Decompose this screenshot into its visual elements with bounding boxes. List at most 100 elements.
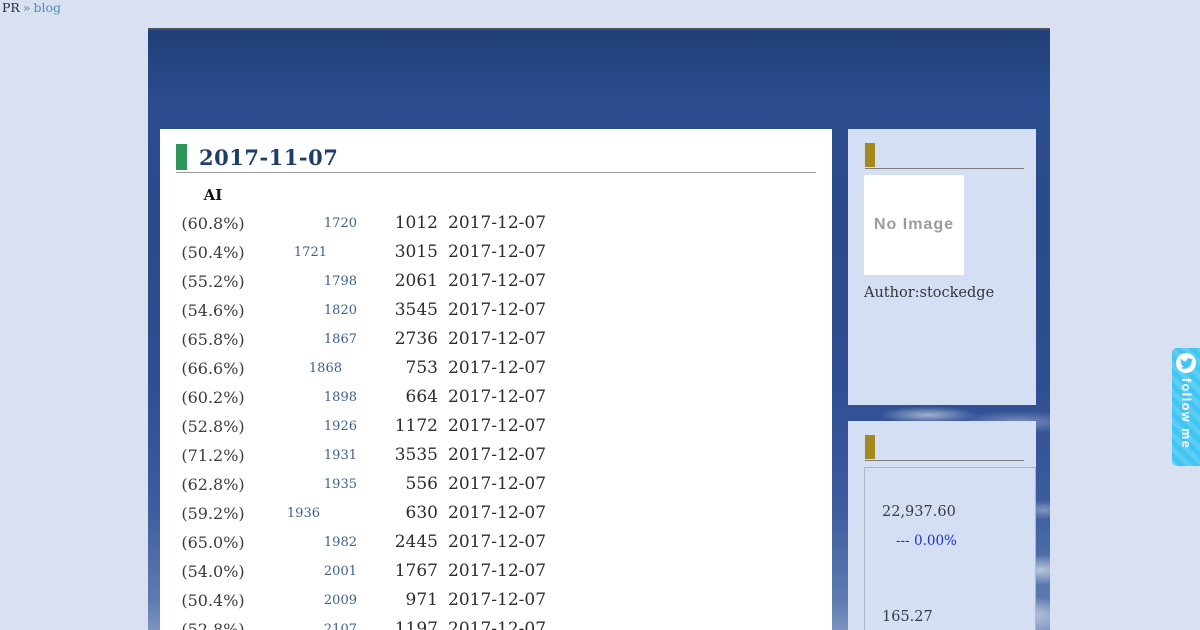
- column-header-value: [357, 181, 438, 209]
- stock-code-link[interactable]: 1720: [323, 216, 357, 231]
- column-header-date: [438, 181, 658, 209]
- code-cell: 1798: [250, 267, 357, 296]
- stock-code-link[interactable]: 1936: [286, 506, 320, 521]
- stock-code-link[interactable]: 1820: [323, 303, 357, 318]
- stocks-tbody: (60.8%) 1720 1012 2017-12-07 (50.4%) 1721 3015…: [176, 209, 658, 630]
- stock-code-link[interactable]: 1982: [323, 535, 357, 550]
- table-header-row: AI: [176, 181, 658, 209]
- table-row: (59.2%) 1936 630 2017-12-07: [176, 499, 658, 528]
- secondary-value: 165.27: [882, 609, 933, 625]
- column-header-ai: AI: [203, 186, 223, 204]
- stock-code-link[interactable]: 1721: [293, 245, 327, 260]
- breadcrumb-home: PR: [2, 0, 20, 15]
- stock-code-link[interactable]: 2009: [323, 593, 357, 608]
- date-cell: 2017-12-07: [448, 532, 547, 552]
- table-row: (60.8%) 1720 1012 2017-12-07: [176, 209, 658, 238]
- date-cell: 2017-12-07: [448, 358, 547, 378]
- value-cell: 2061: [394, 271, 438, 291]
- code-cell: 2001: [250, 557, 357, 586]
- table-row: (54.0%) 2001 1767 2017-12-07: [176, 557, 658, 586]
- code-cell: 1936: [250, 499, 357, 528]
- percent-cell: (54.6%): [181, 301, 245, 320]
- code-cell: 1868: [250, 354, 357, 383]
- value-cell: 1012: [394, 213, 438, 233]
- table-row: (54.6%) 1820 3545 2017-12-07: [176, 296, 658, 325]
- date-cell: 2017-12-07: [448, 213, 547, 233]
- date-cell: 2017-12-07: [448, 416, 547, 436]
- code-cell: 1867: [250, 325, 357, 354]
- date-cell: 2017-12-07: [448, 474, 547, 494]
- code-cell: 1721: [250, 238, 357, 267]
- market-quote-box: 22,937.60 --- 0.00% 165.27: [864, 467, 1036, 630]
- no-image-placeholder: No Image: [864, 175, 964, 275]
- index-change: --- 0.00%: [896, 533, 957, 549]
- profile-widget-header: [865, 143, 1024, 169]
- stock-code-link[interactable]: 1798: [323, 274, 357, 289]
- stock-code-link[interactable]: 1868: [308, 361, 342, 376]
- date-cell: 2017-12-07: [448, 329, 547, 349]
- percent-cell: (59.2%): [181, 504, 245, 523]
- code-cell: 1898: [250, 383, 357, 412]
- post-header: 2017-11-07: [176, 142, 816, 173]
- page-banner-wrapper: 2017-11-07 AI (60.8%) 1720 1012 2017-12-07(…: [148, 28, 1050, 630]
- no-image-label: No Image: [873, 216, 954, 233]
- percent-cell: (71.2%): [181, 446, 245, 465]
- date-cell: 2017-12-07: [448, 242, 547, 262]
- code-cell: 1982: [250, 528, 357, 557]
- date-cell: 2017-12-07: [448, 503, 547, 523]
- value-cell: 3545: [394, 300, 438, 320]
- market-widget: 22,937.60 --- 0.00% 165.27: [848, 421, 1036, 630]
- page-title: 2017-11-07: [199, 144, 339, 170]
- stock-code-link[interactable]: 1935: [323, 477, 357, 492]
- date-cell: 2017-12-07: [448, 387, 547, 407]
- column-header-code: [250, 181, 357, 209]
- table-row: (66.6%) 1868 753 2017-12-07: [176, 354, 658, 383]
- stock-code-link[interactable]: 1898: [323, 390, 357, 405]
- table-row: (65.8%) 1867 2736 2017-12-07: [176, 325, 658, 354]
- title-accent-bar: [176, 144, 187, 170]
- percent-cell: (52.8%): [181, 417, 245, 436]
- code-cell: 1820: [250, 296, 357, 325]
- follow-me-ribbon[interactable]: follow me: [1172, 348, 1200, 466]
- stock-code-link[interactable]: 2107: [323, 622, 357, 630]
- stock-code-link[interactable]: 2001: [323, 564, 357, 579]
- stocks-table: AI (60.8%) 1720 1012 2017-12-07 (50.4%) 1721 3…: [176, 181, 658, 630]
- percent-cell: (62.8%): [181, 475, 245, 494]
- code-cell: 2009: [250, 586, 357, 615]
- percent-cell: (60.2%): [181, 388, 245, 407]
- index-value: 22,937.60: [882, 504, 956, 520]
- percent-cell: (55.2%): [181, 272, 245, 291]
- percent-cell: (65.0%): [181, 533, 245, 552]
- stock-code-link[interactable]: 1931: [323, 448, 357, 463]
- percent-cell: (54.0%): [181, 562, 245, 581]
- value-cell: 1197: [394, 619, 438, 630]
- table-row: (50.4%) 2009 971 2017-12-07: [176, 586, 658, 615]
- value-cell: 556: [405, 474, 438, 494]
- table-row: (71.2%) 1931 3535 2017-12-07: [176, 441, 658, 470]
- author-label: Author:stockedge: [864, 285, 995, 301]
- widget-accent-bar: [865, 143, 875, 167]
- market-widget-header: [865, 435, 1024, 461]
- table-row: (50.4%) 1721 3015 2017-12-07: [176, 238, 658, 267]
- value-cell: 1767: [394, 561, 438, 581]
- code-cell: 1720: [250, 209, 357, 238]
- follow-me-label: follow me: [1179, 378, 1193, 450]
- table-row: (65.0%) 1982 2445 2017-12-07: [176, 528, 658, 557]
- code-cell: 1926: [250, 412, 357, 441]
- value-cell: 1172: [394, 416, 438, 436]
- date-cell: 2017-12-07: [448, 271, 547, 291]
- percent-cell: (50.4%): [181, 243, 245, 262]
- date-cell: 2017-12-07: [448, 590, 547, 610]
- breadcrumb-blog-link[interactable]: blog: [33, 0, 62, 15]
- date-cell: 2017-12-07: [448, 445, 547, 465]
- value-cell: 630: [405, 503, 438, 523]
- stock-code-link[interactable]: 1867: [323, 332, 357, 347]
- value-cell: 753: [405, 358, 438, 378]
- value-cell: 2736: [394, 329, 438, 349]
- profile-widget: No Image Author:stockedge: [848, 129, 1036, 405]
- date-cell: 2017-12-07: [448, 619, 547, 630]
- stock-code-link[interactable]: 1926: [323, 419, 357, 434]
- value-cell: 971: [405, 590, 438, 610]
- value-cell: 2445: [394, 532, 438, 552]
- percent-cell: (66.6%): [181, 359, 245, 378]
